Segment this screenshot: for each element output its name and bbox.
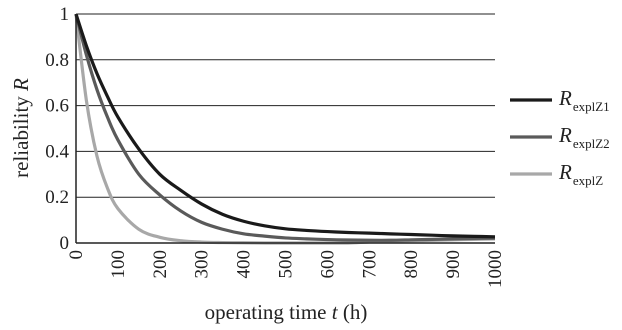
grid-lines [76, 13, 495, 198]
y-tick-labels: 0 0.2 0.4 0.6 0.8 1 [45, 4, 69, 254]
axes [75, 14, 495, 244]
legend-label-explZ1: RexplZ1 [558, 86, 610, 114]
series-line-explZ [74, 13, 496, 245]
x-tick-label: 700 [359, 250, 380, 279]
x-tick-label: 0 [66, 250, 87, 260]
legend: RexplZ1 RexplZ2 RexplZ [510, 86, 610, 188]
x-tick-label: 1000 [485, 250, 506, 288]
series-line-explZ2 [74, 13, 496, 242]
y-axis-title: reliability R [9, 78, 33, 178]
x-tick-label: 300 [192, 250, 213, 279]
y-tick-label: 0.8 [45, 50, 69, 71]
series-lines [74, 13, 496, 245]
y-tick-label: 0.2 [45, 187, 69, 208]
x-tick-label: 800 [401, 250, 422, 279]
series-line-explZ1 [74, 13, 496, 239]
y-tick-label: 1 [60, 4, 70, 25]
x-tick-labels: 0 100 200 300 400 500 600 700 800 900 1000 [66, 250, 506, 288]
x-axis-title: operating time t (h) [205, 300, 368, 324]
y-tick-label: 0 [60, 233, 70, 254]
legend-label-explZ: RexplZ [558, 160, 603, 188]
y-tick-label: 0.6 [45, 96, 69, 117]
x-tick-label: 100 [108, 250, 129, 279]
x-tick-label: 900 [443, 250, 464, 279]
x-tick-label: 600 [317, 250, 338, 279]
x-tick-label: 200 [150, 250, 171, 279]
y-tick-label: 0.4 [45, 141, 69, 162]
x-tick-label: 500 [276, 250, 297, 279]
legend-label-explZ2: RexplZ2 [558, 123, 610, 151]
x-tick-label: 400 [234, 250, 255, 279]
